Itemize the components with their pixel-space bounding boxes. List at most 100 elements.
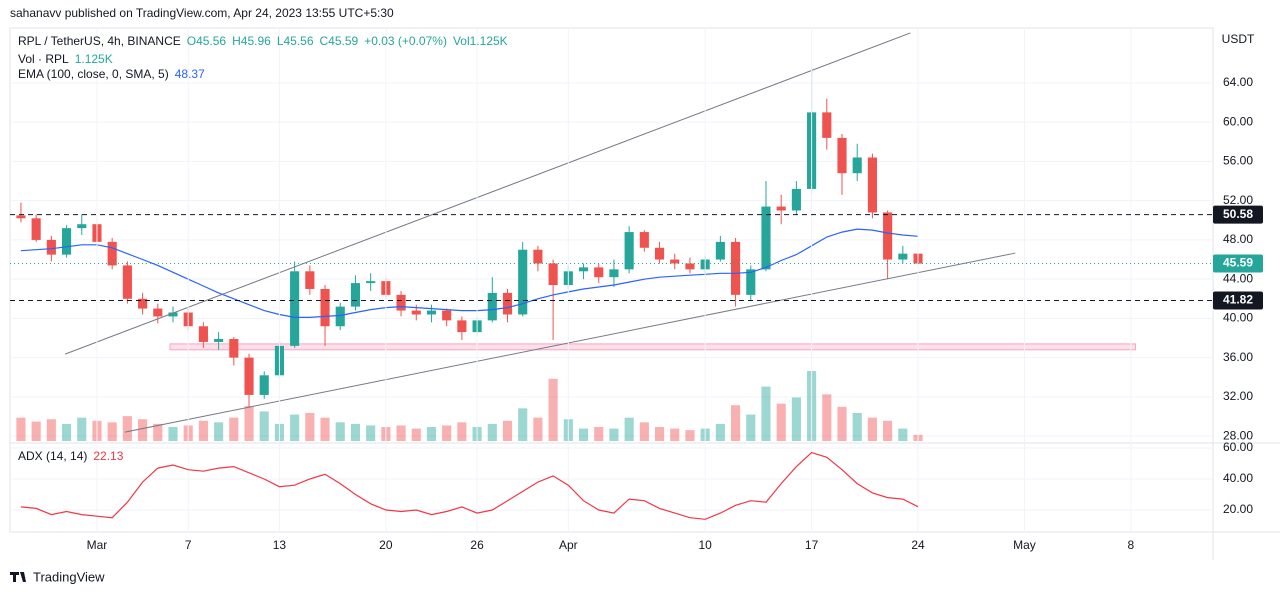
volume-bar: [62, 423, 72, 441]
candle-body: [822, 112, 832, 138]
candle-body: [791, 188, 801, 211]
volume-bar: [518, 408, 528, 441]
candle-body: [518, 249, 528, 315]
candle-body: [533, 249, 543, 264]
y-tick-label: 44.00: [1223, 271, 1253, 285]
candle-body: [731, 241, 741, 295]
level-label: 50.58: [1223, 207, 1253, 221]
publish-note: sahanavv published on TradingView.com, A…: [10, 6, 394, 20]
legend-ema: EMA (100, close, 0, SMA, 5): [18, 67, 169, 81]
candle-body: [122, 265, 132, 299]
x-tick-label: 26: [470, 538, 484, 552]
candle-body: [761, 206, 771, 270]
logo: TradingView: [10, 569, 105, 584]
candle-body: [46, 239, 56, 255]
volume-bar: [776, 403, 786, 441]
candle-body: [776, 206, 786, 211]
legend-ohlc: Vol1.125K: [453, 34, 508, 48]
legend-ohlc: O45.56: [187, 34, 227, 48]
x-tick-label: 24: [911, 538, 925, 552]
candle-body: [578, 267, 589, 272]
candle-body: [411, 310, 421, 315]
candle-body: [244, 357, 254, 395]
volume-bar: [426, 427, 437, 441]
legend-ohlc: C45.59: [320, 34, 359, 48]
volume-bar: [533, 417, 543, 441]
volume-bar: [168, 427, 178, 441]
candle-body: [62, 228, 72, 255]
y-tick-label: 32.00: [1223, 389, 1253, 403]
x-tick-label: 20: [379, 538, 393, 552]
legend-adx: ADX (14, 14): [18, 449, 87, 463]
volume-bar: [457, 422, 467, 441]
candle-body: [320, 288, 330, 327]
last-price-box: [1213, 254, 1263, 273]
volume-bar: [654, 427, 665, 441]
candle-body: [624, 232, 634, 270]
y-tick-label: 60.00: [1223, 440, 1253, 454]
y-tick-label: 56.00: [1223, 154, 1253, 168]
volume-bar: [852, 413, 862, 441]
volume-bar: [487, 423, 497, 441]
candle-body: [426, 310, 437, 315]
volume-bar: [867, 417, 877, 441]
volume-bar: [411, 428, 421, 441]
candle-body: [898, 253, 908, 260]
candle-body: [457, 320, 467, 333]
support-zone: [169, 343, 1136, 351]
volume-bar: [366, 425, 376, 441]
volume-bar: [259, 411, 269, 441]
candle-body: [168, 312, 178, 317]
volume-bar: [639, 422, 649, 441]
y-tick-label: 20.00: [1223, 502, 1253, 516]
candle-body: [609, 269, 619, 278]
candle-body: [852, 157, 862, 174]
level-label: 41.82: [1223, 293, 1253, 307]
volume-bar: [335, 422, 345, 441]
y-tick-label: 28.00: [1223, 428, 1253, 442]
x-tick-label: Mar: [87, 538, 108, 552]
candle-body: [229, 339, 239, 358]
level-label-box: [1213, 291, 1263, 310]
y-tick-label: 60.00: [1223, 114, 1253, 128]
candle-body: [77, 224, 87, 229]
candle-body: [198, 326, 208, 342]
y-tick-label: 36.00: [1223, 350, 1253, 364]
candle-body: [31, 218, 41, 240]
y-tick-label: 64.00: [1223, 75, 1253, 89]
legend-adx-value: 22.13: [93, 449, 123, 463]
volume-bar: [153, 423, 163, 441]
legend-ohlc: L45.56: [277, 34, 314, 48]
volume-bar: [822, 394, 832, 441]
x-tick-label: 17: [805, 538, 819, 552]
last-price-label: 45.59: [1223, 256, 1253, 270]
volume-bar: [138, 419, 148, 441]
candle-body: [153, 308, 163, 317]
candle-body: [670, 259, 680, 264]
level-label-box: [1213, 205, 1263, 224]
candle-body: [715, 241, 725, 260]
volume-bar: [244, 406, 254, 441]
volume-bar: [229, 417, 239, 441]
volume-bar: [548, 378, 558, 441]
candle-body: [594, 267, 604, 278]
volume-bar: [396, 425, 406, 441]
candle-body: [107, 241, 117, 266]
candle-body: [487, 292, 497, 321]
volume-bar: [761, 386, 771, 441]
volume-bar: [898, 428, 908, 441]
indicator-line: [20, 451, 919, 520]
candle-body: [290, 271, 300, 346]
candle-body: [746, 269, 756, 295]
volume-bar: [502, 420, 513, 441]
y-tick-label: 40.00: [1223, 471, 1253, 485]
volume-bar: [715, 423, 725, 441]
legend-ema-value: 48.37: [175, 67, 205, 81]
y-tick-label: 52.00: [1223, 193, 1253, 207]
volume-bar: [685, 430, 695, 441]
volume-bar: [31, 421, 41, 441]
volume-bar: [198, 420, 208, 441]
x-tick-label: 7: [185, 538, 192, 552]
candle-body: [396, 294, 406, 311]
unit-label: USDT: [1222, 32, 1255, 46]
